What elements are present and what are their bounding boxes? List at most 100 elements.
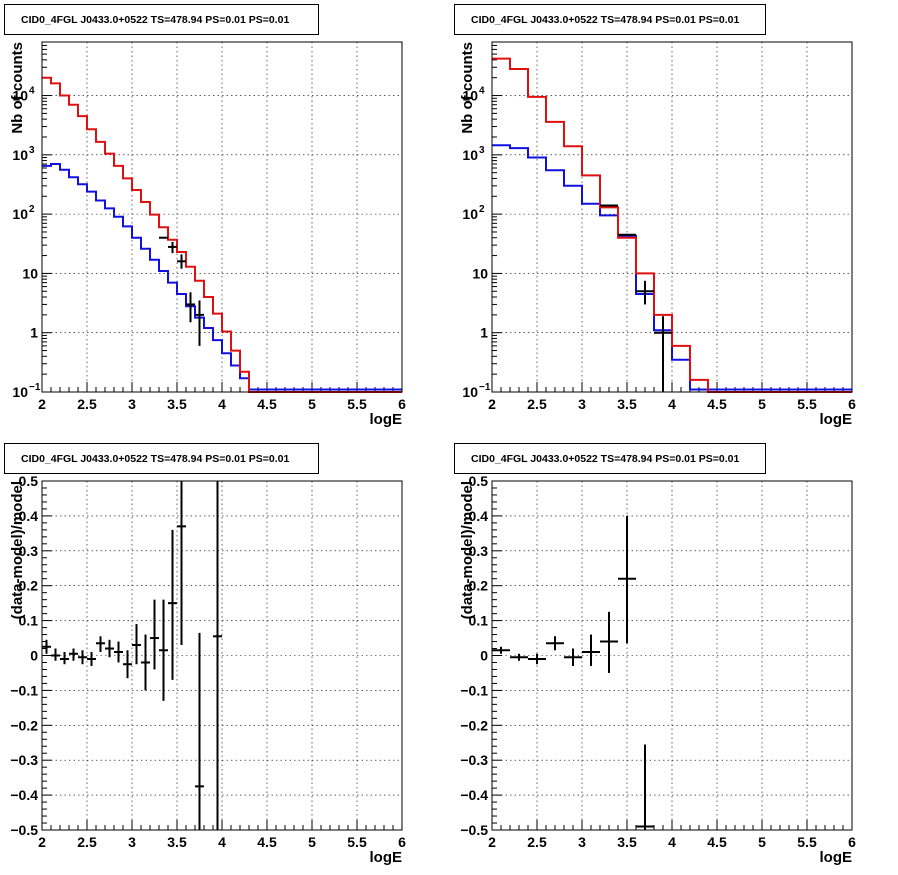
- y-tick-exponent: 3: [479, 145, 485, 156]
- y-tick-exponent: −1: [29, 382, 41, 393]
- data-point: [69, 648, 78, 661]
- data-point: [186, 292, 195, 323]
- chart-title: CID0_4FGL J0433.0+0522 TS=478.94 PS=0.01…: [21, 453, 289, 465]
- x-tick-label: 5: [758, 396, 766, 412]
- y-tick-exponent: 4: [29, 86, 35, 97]
- y-tick-exponent: 4: [479, 86, 485, 97]
- chart-title: CID0_4FGL J0433.0+0522 TS=478.94 PS=0.01…: [21, 14, 289, 26]
- y-tick-label: −0.1: [10, 682, 38, 698]
- x-tick-label: 2: [488, 396, 496, 412]
- x-tick-label: 4.5: [257, 396, 277, 412]
- y-tick-label: 0.5: [469, 473, 489, 489]
- data-point: [528, 653, 546, 665]
- data-point: [96, 636, 105, 653]
- y-tick-exponent: 2: [479, 204, 485, 215]
- data-point: [492, 646, 510, 654]
- x-tick-label: 5: [308, 396, 316, 412]
- data-point: [168, 241, 177, 254]
- data-point: [42, 639, 51, 654]
- x-tick-label: 4: [218, 396, 226, 412]
- data-point: [114, 641, 123, 663]
- y-tick-label: 0.5: [19, 473, 39, 489]
- y-tick-label: −0.2: [460, 717, 488, 733]
- data-point: [51, 648, 60, 661]
- y-tick-label: 0.1: [469, 613, 489, 629]
- chart-panel-2: CID0_4FGL J0433.0+0522 TS=478.94 PS=0.01…: [454, 4, 856, 428]
- y-tick-exponent: 3: [29, 145, 35, 156]
- y-axis-label: (data-model)/model: [459, 481, 476, 619]
- y-tick-label: 0.2: [19, 578, 39, 594]
- y-tick-label: −0.2: [10, 717, 38, 733]
- y-tick-exponent: 2: [29, 204, 35, 215]
- y-tick-label: 10 3: [462, 145, 485, 163]
- y-tick-label: 0.1: [19, 613, 39, 629]
- data-point: [636, 744, 654, 830]
- data-point: [177, 254, 186, 269]
- data-point: [636, 280, 654, 305]
- data-point: [105, 639, 114, 658]
- y-axis-label: (data-model)/model: [9, 481, 26, 619]
- y-tick-label: 10 −1: [12, 382, 40, 400]
- title-box: [4, 4, 319, 35]
- chart-panel-3: CID0_4FGL J0433.0+0522 TS=478.94 PS=0.01…: [4, 443, 406, 866]
- data-point: [213, 481, 222, 830]
- data-point: [141, 634, 150, 691]
- x-axis-label: logE: [370, 411, 403, 428]
- title-box: [454, 443, 766, 474]
- y-tick-label: 10 2: [462, 204, 485, 222]
- plot-area: [42, 42, 402, 392]
- y-tick-label: 0.4: [469, 508, 489, 524]
- x-tick-label: 3.5: [617, 396, 637, 412]
- x-tick-label: 3.5: [167, 396, 187, 412]
- x-tick-label: 4.5: [707, 834, 727, 850]
- data-point: [159, 599, 168, 701]
- y-tick-base: 10: [462, 384, 478, 400]
- y-tick-base: 10: [12, 147, 28, 163]
- data-point: [87, 652, 96, 666]
- x-tick-label: 4.5: [707, 396, 727, 412]
- x-tick-label: 2.5: [527, 396, 547, 412]
- plot-frame: [491, 41, 853, 393]
- chart-panel-1: CID0_4FGL J0433.0+0522 TS=478.94 PS=0.01…: [4, 4, 406, 428]
- x-tick-label: 5.5: [797, 396, 817, 412]
- x-tick-label: 6: [848, 834, 856, 850]
- chart-title: CID0_4FGL J0433.0+0522 TS=478.94 PS=0.01…: [471, 453, 739, 465]
- data-point: [195, 632, 204, 830]
- plot-frame: [41, 480, 403, 831]
- y-tick-label: 10 4: [462, 86, 485, 104]
- x-tick-label: 2.5: [527, 834, 547, 850]
- plot-frame: [491, 480, 853, 831]
- y-tick-label: −0.4: [460, 787, 488, 803]
- data-point: [510, 653, 528, 661]
- y-tick-label: 0.2: [469, 578, 489, 594]
- y-tick-base: 10: [12, 384, 28, 400]
- title-box: [454, 4, 766, 35]
- y-tick-base: 10: [12, 88, 28, 104]
- x-tick-label: 5: [308, 834, 316, 850]
- x-tick-label: 4: [668, 834, 676, 850]
- x-tick-label: 2: [38, 834, 46, 850]
- data-point: [195, 300, 204, 346]
- x-tick-label: 3: [578, 396, 586, 412]
- data-point: [600, 611, 618, 673]
- x-tick-label: 5: [758, 834, 766, 850]
- plot-frame: [41, 41, 403, 393]
- x-tick-label: 2: [488, 834, 496, 850]
- x-tick-label: 4: [668, 396, 676, 412]
- data-point: [654, 316, 672, 392]
- y-tick-base: 10: [462, 147, 478, 163]
- data-point: [78, 650, 87, 665]
- data-point: [177, 481, 186, 646]
- data-point: [564, 648, 582, 666]
- data-point: [132, 624, 141, 665]
- y-tick-label: 1: [480, 325, 488, 341]
- x-tick-label: 2.5: [77, 834, 97, 850]
- data-point: [618, 515, 636, 644]
- y-tick-label: −0.3: [460, 752, 488, 768]
- x-tick-label: 3.5: [617, 834, 637, 850]
- y-tick-base: 10: [12, 206, 28, 222]
- x-tick-label: 4: [218, 834, 226, 850]
- y-tick-label: −0.3: [10, 752, 38, 768]
- chart-title: CID0_4FGL J0433.0+0522 TS=478.94 PS=0.01…: [471, 14, 739, 26]
